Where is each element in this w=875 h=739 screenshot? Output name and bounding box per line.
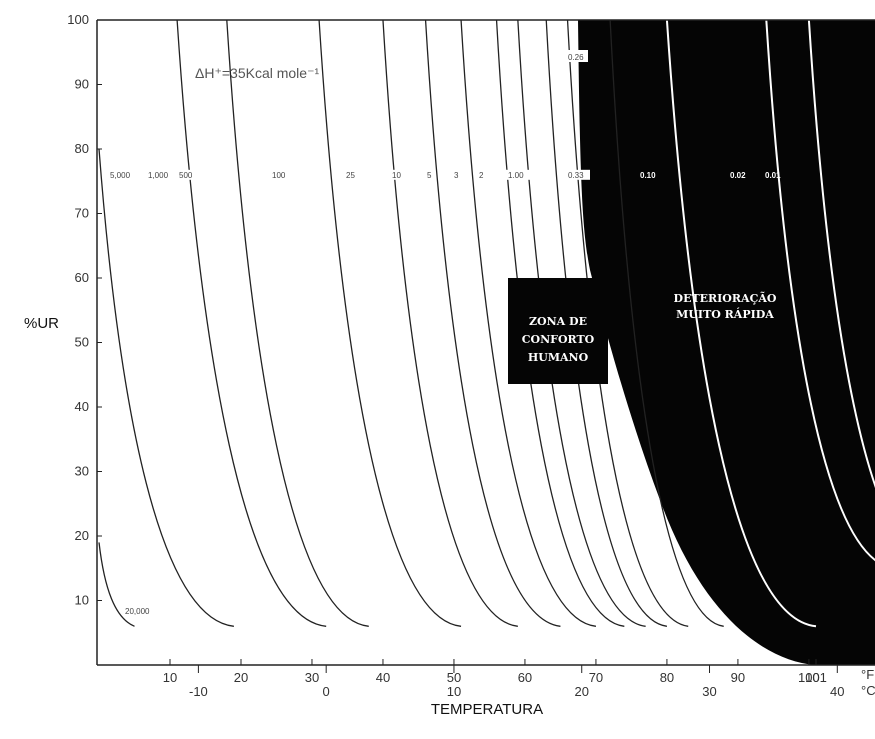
deterioration-line-2: MUITO RÁPIDA xyxy=(676,307,774,321)
isoperm-curve xyxy=(665,19,817,628)
isoperm-curve xyxy=(517,19,646,627)
y-ticks: 10 20 30 40 50 60 70 80 90 100 xyxy=(67,12,102,608)
isoperm-label: 3 xyxy=(454,171,459,180)
isoperm-label: 1.00 xyxy=(508,171,524,180)
comfort-zone-box xyxy=(508,278,608,384)
x-tick-label-f: 40 xyxy=(376,670,390,685)
x-tick-label-c: 30 xyxy=(702,684,716,699)
isoperm-curve xyxy=(226,19,369,627)
deterioration-line-1: DETERIORAÇÃO xyxy=(674,291,777,305)
isoperm-label-bg xyxy=(177,169,196,180)
isoperm-labels: 5,000 1,000 500 100 25 10 5 3 2 1.00 0.33 0.10 0.02 0… xyxy=(108,169,781,180)
isoperm-label: 10 xyxy=(392,171,401,180)
isoperm-curve xyxy=(460,19,597,627)
y-axis-title: %UR xyxy=(24,315,59,332)
isoperm-curve xyxy=(765,19,875,561)
x-tick-label-f: 101 xyxy=(805,670,827,685)
x-tick-label-f: 30 xyxy=(305,670,319,685)
top-label-bg xyxy=(566,50,588,62)
isoperm-curve xyxy=(566,19,689,627)
isoperm-label-bg xyxy=(506,169,530,180)
isoperm-label-bg xyxy=(108,169,137,180)
comfort-zone-line-3: HUMANO xyxy=(528,351,589,364)
isoperm-label: 0.10 xyxy=(640,171,656,180)
enthalpy-annotation: ΔH⁺=35Kcal mole⁻¹ xyxy=(195,65,319,81)
isoperm-curve xyxy=(495,19,625,627)
isoperm-label-bg xyxy=(270,169,289,180)
x-tick-label-f: 20 xyxy=(234,670,248,685)
deterioration-region xyxy=(578,20,875,665)
unit-c: °C xyxy=(861,683,875,698)
y-tick-label: 70 xyxy=(75,206,89,221)
isoperm-curve xyxy=(424,19,561,627)
isoperm-label-bg xyxy=(344,169,358,180)
isoperm-label-bg xyxy=(452,169,461,180)
x-tick-label-f: 70 xyxy=(589,670,603,685)
isoperm-curve xyxy=(98,542,135,627)
top-label: 0.26 xyxy=(568,53,584,62)
isoperm-curve xyxy=(545,19,668,627)
isoperm-label: 0.33 xyxy=(568,171,584,180)
isoperm-label-bg xyxy=(477,169,486,180)
y-tick-label: 10 xyxy=(75,593,89,608)
x-tick-label-c: -10 xyxy=(189,684,208,699)
isoperm-label: 2 xyxy=(479,171,484,180)
unit-f: °F xyxy=(861,667,874,682)
isoperm-curve xyxy=(807,19,875,488)
isoperm-curve xyxy=(382,19,518,627)
isoperm-curve xyxy=(318,19,462,627)
x-tick-label-c: 20 xyxy=(575,684,589,699)
isoperm-label-bg xyxy=(566,169,590,180)
x-tick-label-f: 60 xyxy=(518,670,532,685)
isoperm-label: 5 xyxy=(427,171,432,180)
isoperm-label: 500 xyxy=(179,171,193,180)
x-tick-label-c: 0 xyxy=(323,684,330,699)
x-tick-label-f: 100 xyxy=(798,670,820,685)
isoperm-curves xyxy=(98,19,875,628)
isoperm-label: 25 xyxy=(346,171,355,180)
y-tick-label: 20 xyxy=(75,528,89,543)
comfort-zone-line-2: CONFORTO xyxy=(522,333,595,346)
isoperm-label: 0.01 xyxy=(765,171,781,180)
y-tick-label: 80 xyxy=(75,141,89,156)
isoperm-curve xyxy=(609,19,724,627)
isoperm-label-bg xyxy=(146,169,175,180)
y-tick-label: 60 xyxy=(75,270,89,285)
y-tick-label: 50 xyxy=(75,335,89,350)
x-tick-label-f: 50 xyxy=(447,670,461,685)
isoperm-label-bg xyxy=(390,169,404,180)
isoperm-curve xyxy=(176,19,327,627)
x-axis-title: TEMPERATURA xyxy=(431,701,543,718)
y-tick-label: 100 xyxy=(67,12,89,27)
y-tick-label: 30 xyxy=(75,464,89,479)
isoperm-label: 5,000 xyxy=(110,171,131,180)
isoperm-label: 100 xyxy=(272,171,286,180)
comfort-zone-line-1: ZONA DE xyxy=(529,315,587,328)
y-tick-label: 40 xyxy=(75,399,89,414)
isoperm-label-bg xyxy=(425,169,434,180)
x-tick-label-c: 40 xyxy=(830,684,844,699)
y-tick-label: 90 xyxy=(75,77,89,92)
isoperm-label: 0.02 xyxy=(730,171,746,180)
x-tick-label-f: 90 xyxy=(731,670,745,685)
isoperm-curve xyxy=(98,148,234,627)
isoperm-label: 1,000 xyxy=(148,171,169,180)
x-tick-label-c: 10 xyxy=(447,684,461,699)
x-tick-label-f: 80 xyxy=(660,670,674,685)
x-tick-label-f: 10 xyxy=(163,670,177,685)
bottom-label: 20,000 xyxy=(125,607,150,616)
